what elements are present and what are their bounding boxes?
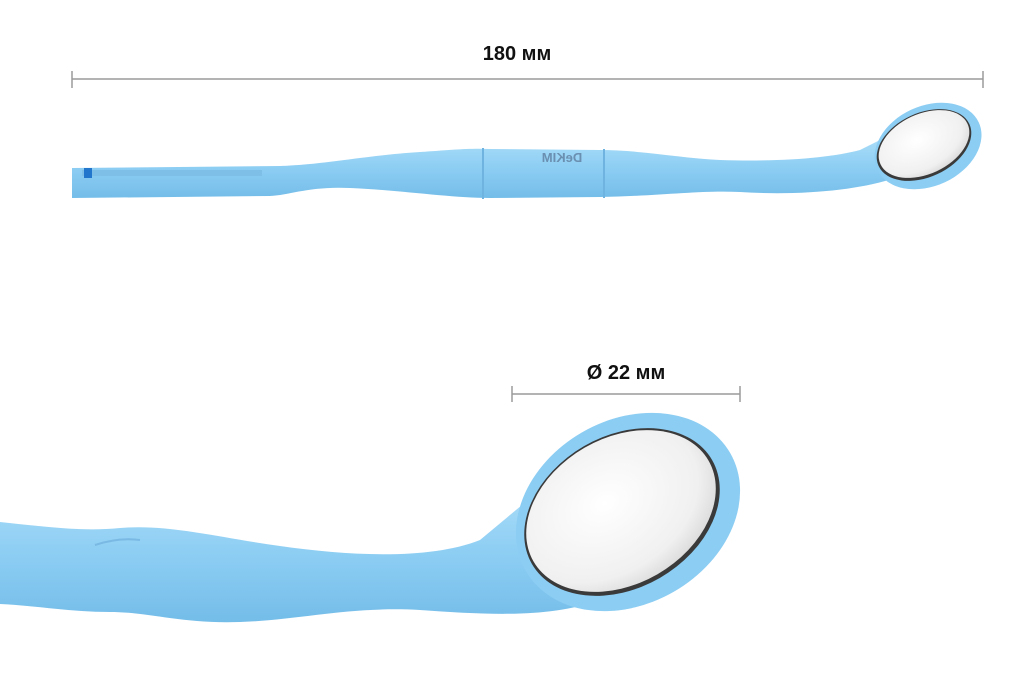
handle bbox=[0, 490, 600, 623]
instrument-zoom bbox=[0, 412, 741, 623]
mirror bbox=[526, 430, 716, 592]
brand-label: DeKIM bbox=[542, 150, 582, 165]
length-label: 180 мм bbox=[483, 43, 552, 65]
length-dimension: 180 мм bbox=[71, 43, 984, 88]
scale-mark bbox=[84, 168, 92, 178]
scale-strip bbox=[82, 170, 262, 176]
instrument-full: DeKIM bbox=[72, 102, 982, 199]
diameter-dimension: Ø 22 мм bbox=[511, 362, 741, 402]
handle-contour bbox=[94, 538, 141, 546]
mirror bbox=[878, 110, 970, 178]
diameter-label: Ø 22 мм bbox=[587, 362, 666, 384]
